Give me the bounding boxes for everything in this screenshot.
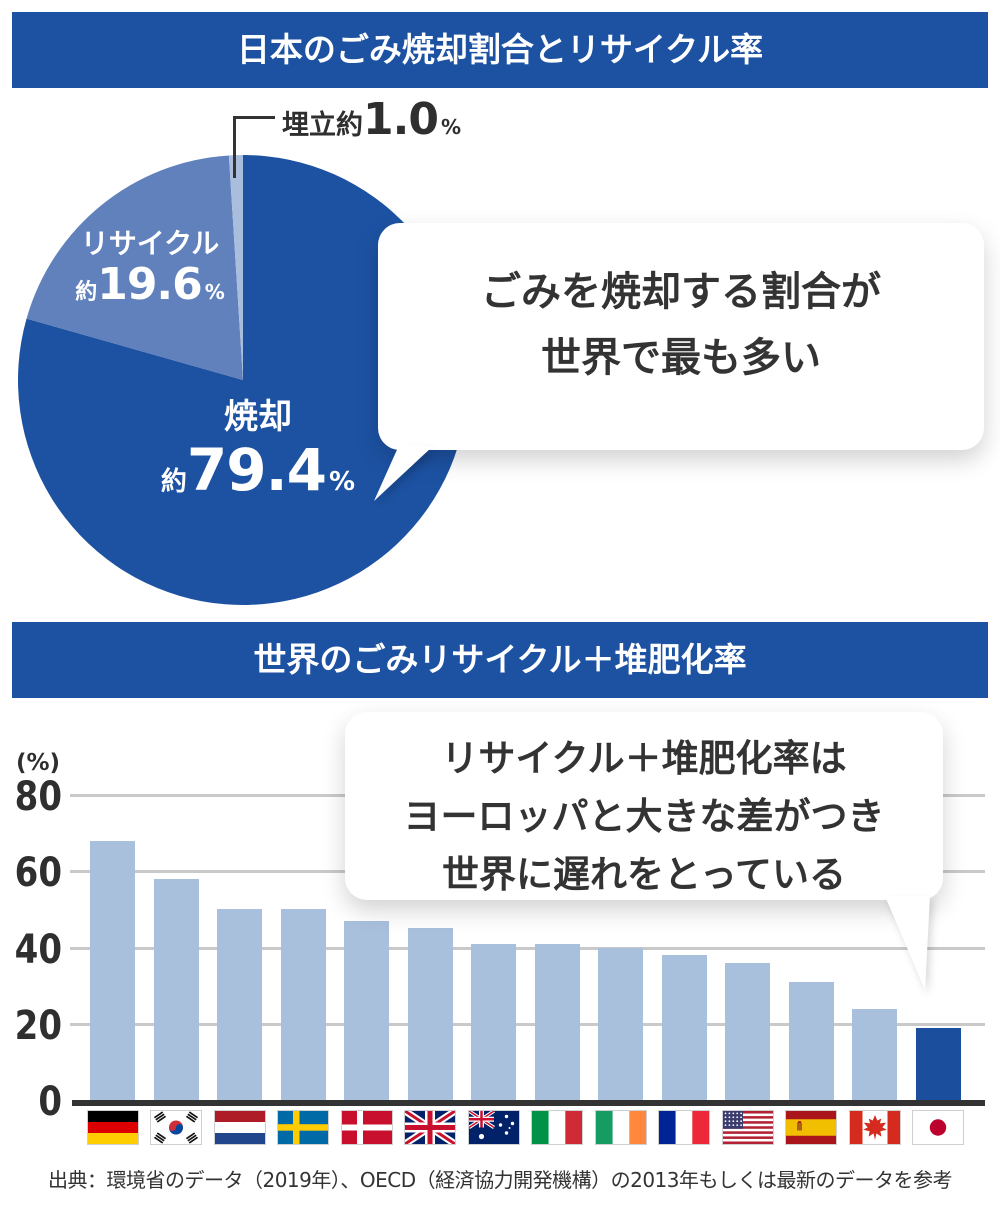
flag-netherlands-icon bbox=[213, 1110, 266, 1145]
flag-sweden-icon bbox=[277, 1110, 329, 1145]
flag-denmark-icon bbox=[340, 1110, 393, 1145]
landfill-label-value: 1.0 bbox=[363, 94, 439, 145]
y-axis-unit-label: (%) bbox=[16, 750, 61, 776]
flag-south-korea-icon bbox=[150, 1110, 202, 1145]
recycle-label-name: リサイクル bbox=[80, 227, 220, 260]
incineration-label-prefix: 約 bbox=[160, 467, 187, 498]
bar-australia bbox=[471, 943, 516, 1100]
bar-south-korea bbox=[153, 878, 199, 1100]
y-axis-tick-20: 20 bbox=[14, 1002, 62, 1049]
flag-canada-icon bbox=[848, 1110, 901, 1145]
y-axis-tick-80: 80 bbox=[14, 774, 62, 820]
landfill-leader-line bbox=[233, 116, 236, 178]
landfill-label-prefix: 埋立約 bbox=[282, 110, 363, 141]
gridline-40 bbox=[70, 946, 985, 950]
landfill-leader-line bbox=[233, 116, 275, 119]
bar-sweden bbox=[280, 909, 326, 1100]
source-note: 出典：環境省のデータ（2019年）、OECD（経済協力開発機構）の2013年もし… bbox=[47, 1168, 953, 1192]
flag-united-kingdom-icon bbox=[404, 1110, 456, 1145]
flag-italy-icon bbox=[531, 1110, 583, 1145]
speech-bubble-tail-icon bbox=[885, 896, 930, 990]
recycle-label-value: 19.6 bbox=[97, 259, 203, 311]
section2-banner-title: 世界のごみリサイクル＋堆肥化率 bbox=[12, 622, 988, 698]
incineration-label-unit: % bbox=[329, 467, 356, 498]
flag-germany-icon bbox=[86, 1110, 139, 1145]
bar-canada bbox=[852, 1008, 897, 1100]
pie-label-recycle: リサイクル 約19.6% bbox=[60, 227, 240, 311]
x-axis-line bbox=[72, 1100, 985, 1106]
bar-united-kingdom bbox=[407, 928, 453, 1100]
flag-australia-icon bbox=[467, 1110, 520, 1145]
y-axis-tick-0: 0 bbox=[38, 1079, 62, 1125]
recycle-label-prefix: 約 bbox=[75, 280, 98, 306]
gridline-20 bbox=[70, 1022, 985, 1026]
bar-italy bbox=[534, 943, 580, 1100]
flag-ireland-icon bbox=[594, 1110, 647, 1145]
incineration-label-value: 79.4 bbox=[186, 436, 327, 505]
y-axis-tick-60: 60 bbox=[14, 850, 62, 897]
bar-spain bbox=[788, 981, 834, 1100]
bar-france bbox=[661, 955, 707, 1100]
bar-ireland bbox=[598, 947, 643, 1100]
speech-bubble-recycle-gap: リサイクル＋堆肥化率は ヨーロッパと大きな差がつき 世界に遅れをとっている bbox=[345, 712, 943, 900]
speech-bubble-incineration: ごみを焼却する割合が 世界で最も多い bbox=[378, 223, 984, 450]
pie-label-incineration: 焼却 約79.4% bbox=[148, 397, 368, 505]
pie-slice-1 bbox=[26, 155, 243, 380]
incineration-label-name: 焼却 bbox=[224, 397, 292, 437]
bar-united-states bbox=[725, 962, 770, 1100]
bubble2-line2: ヨーロッパと大きな差がつき bbox=[403, 795, 885, 838]
flag-united-states-icon bbox=[721, 1110, 774, 1145]
speech-bubble-tail-icon bbox=[374, 443, 432, 501]
bubble2-line3: 世界に遅れをとっている bbox=[441, 853, 847, 896]
bubble1-line2: 世界で最も多い bbox=[541, 335, 821, 381]
pie-chart bbox=[17, 154, 468, 605]
flag-japan-icon bbox=[912, 1110, 964, 1145]
landfill-label-unit: % bbox=[440, 115, 461, 139]
bar-netherlands bbox=[217, 909, 262, 1100]
bubble1-line1: ごみを焼却する割合が bbox=[481, 269, 881, 315]
pie-label-landfill: 埋立約 1.0 % bbox=[282, 94, 461, 145]
bar-germany bbox=[90, 840, 135, 1100]
bar-japan bbox=[915, 1027, 961, 1100]
bubble2-line1: リサイクル＋堆肥化率は bbox=[441, 737, 847, 780]
recycle-label-unit: % bbox=[204, 280, 225, 305]
flag-france-icon bbox=[658, 1110, 710, 1145]
y-axis-tick-40: 40 bbox=[14, 926, 62, 973]
flag-spain-icon bbox=[785, 1110, 837, 1145]
bar-denmark bbox=[344, 920, 389, 1100]
section1-banner-title: 日本のごみ焼却割合とリサイクル率 bbox=[12, 12, 988, 88]
pie-slice-2 bbox=[228, 154, 243, 380]
pie-slice-0 bbox=[17, 155, 468, 605]
